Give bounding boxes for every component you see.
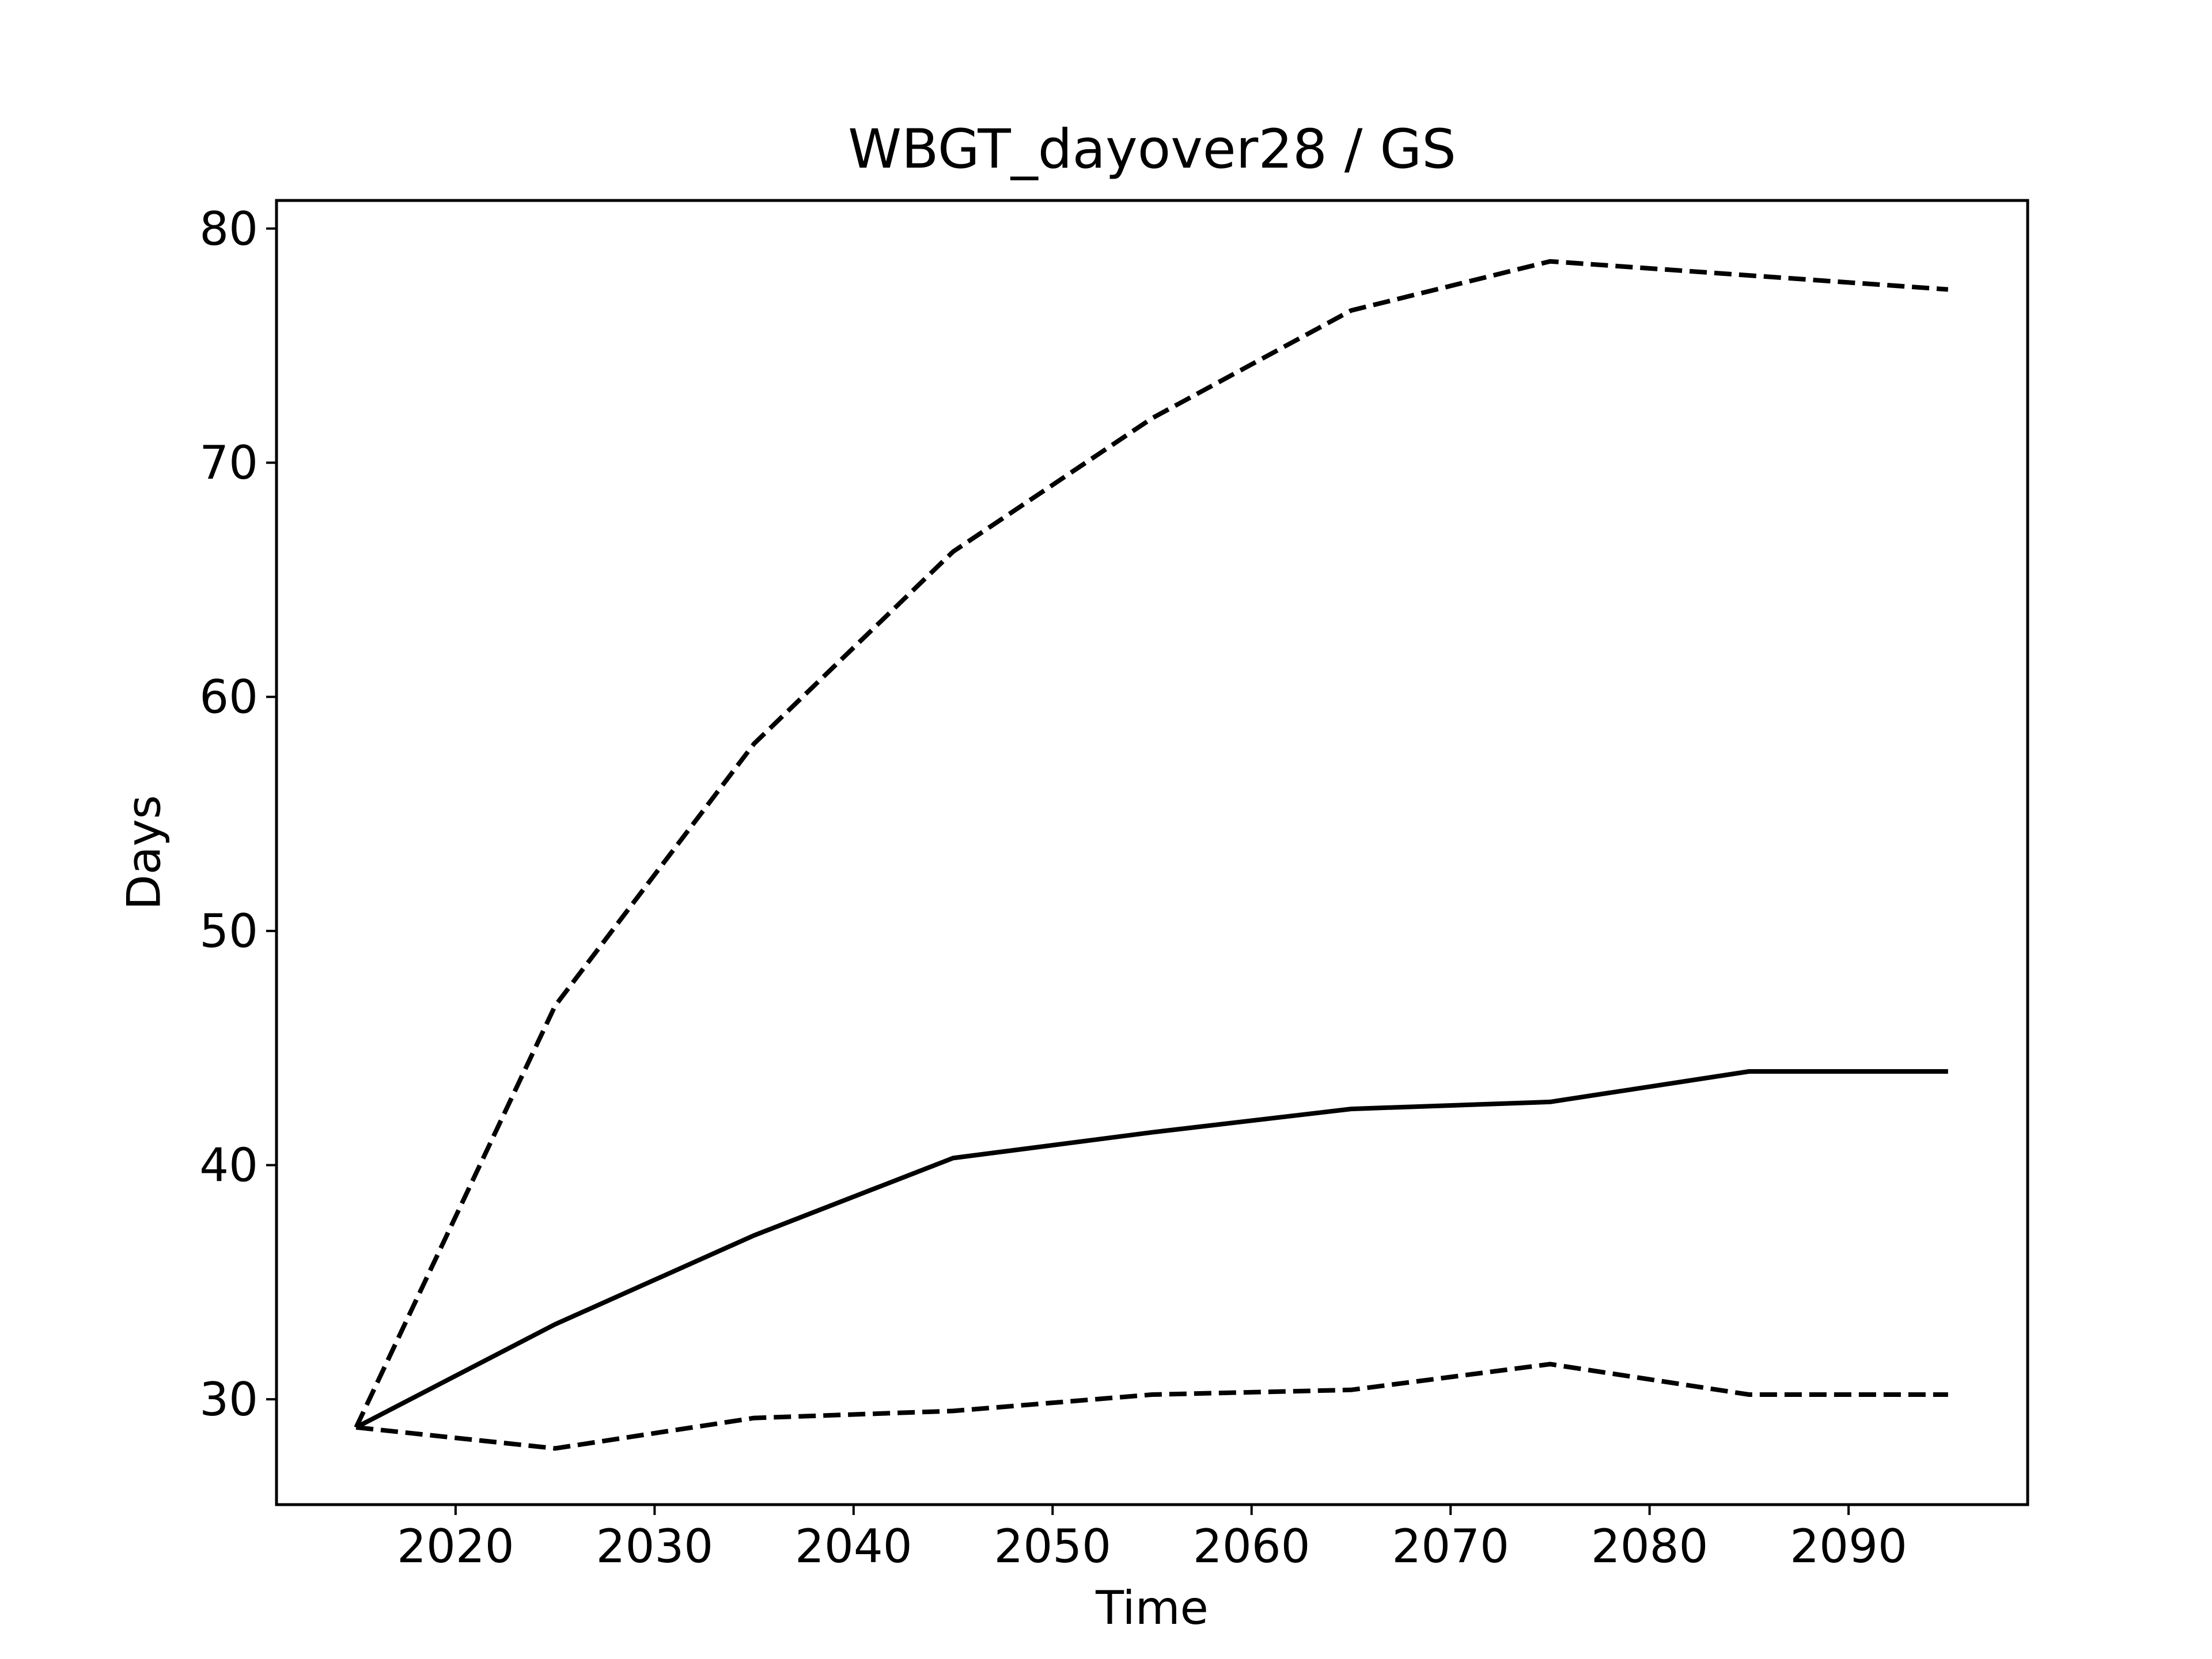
y-tick-label: 30 — [199, 1373, 258, 1426]
y-tick-label: 70 — [199, 436, 258, 490]
x-tick-label: 2020 — [397, 1520, 514, 1573]
x-tick-label: 2070 — [1392, 1520, 1509, 1573]
y-tick-label: 40 — [199, 1139, 258, 1192]
x-tick-label: 2040 — [795, 1520, 912, 1573]
x-tick-label: 2030 — [596, 1520, 714, 1573]
x-axis-label: Time — [1096, 1581, 1209, 1635]
series-line-1 — [355, 1069, 1948, 1430]
y-tick-label: 80 — [199, 202, 258, 256]
chart-title: WBGT_dayover28 / GS — [848, 118, 1456, 181]
x-tick-label: 2080 — [1591, 1520, 1709, 1573]
x-tick-label: 2090 — [1790, 1520, 1907, 1573]
plot-frame — [275, 199, 2029, 1506]
y-tick-label: 50 — [199, 904, 258, 958]
series-line-3 — [355, 1362, 1948, 1451]
x-tick-label: 2060 — [1193, 1520, 1310, 1573]
ticks-layer: 2020 2030 2040 2050 2060 2070 2080 2090 30 40 50 60… — [199, 202, 1907, 1573]
series-line-2 — [354, 259, 1949, 1429]
x-tick-label: 2050 — [994, 1520, 1111, 1573]
series-layer — [354, 259, 1949, 1451]
y-tick-label: 60 — [199, 671, 258, 724]
